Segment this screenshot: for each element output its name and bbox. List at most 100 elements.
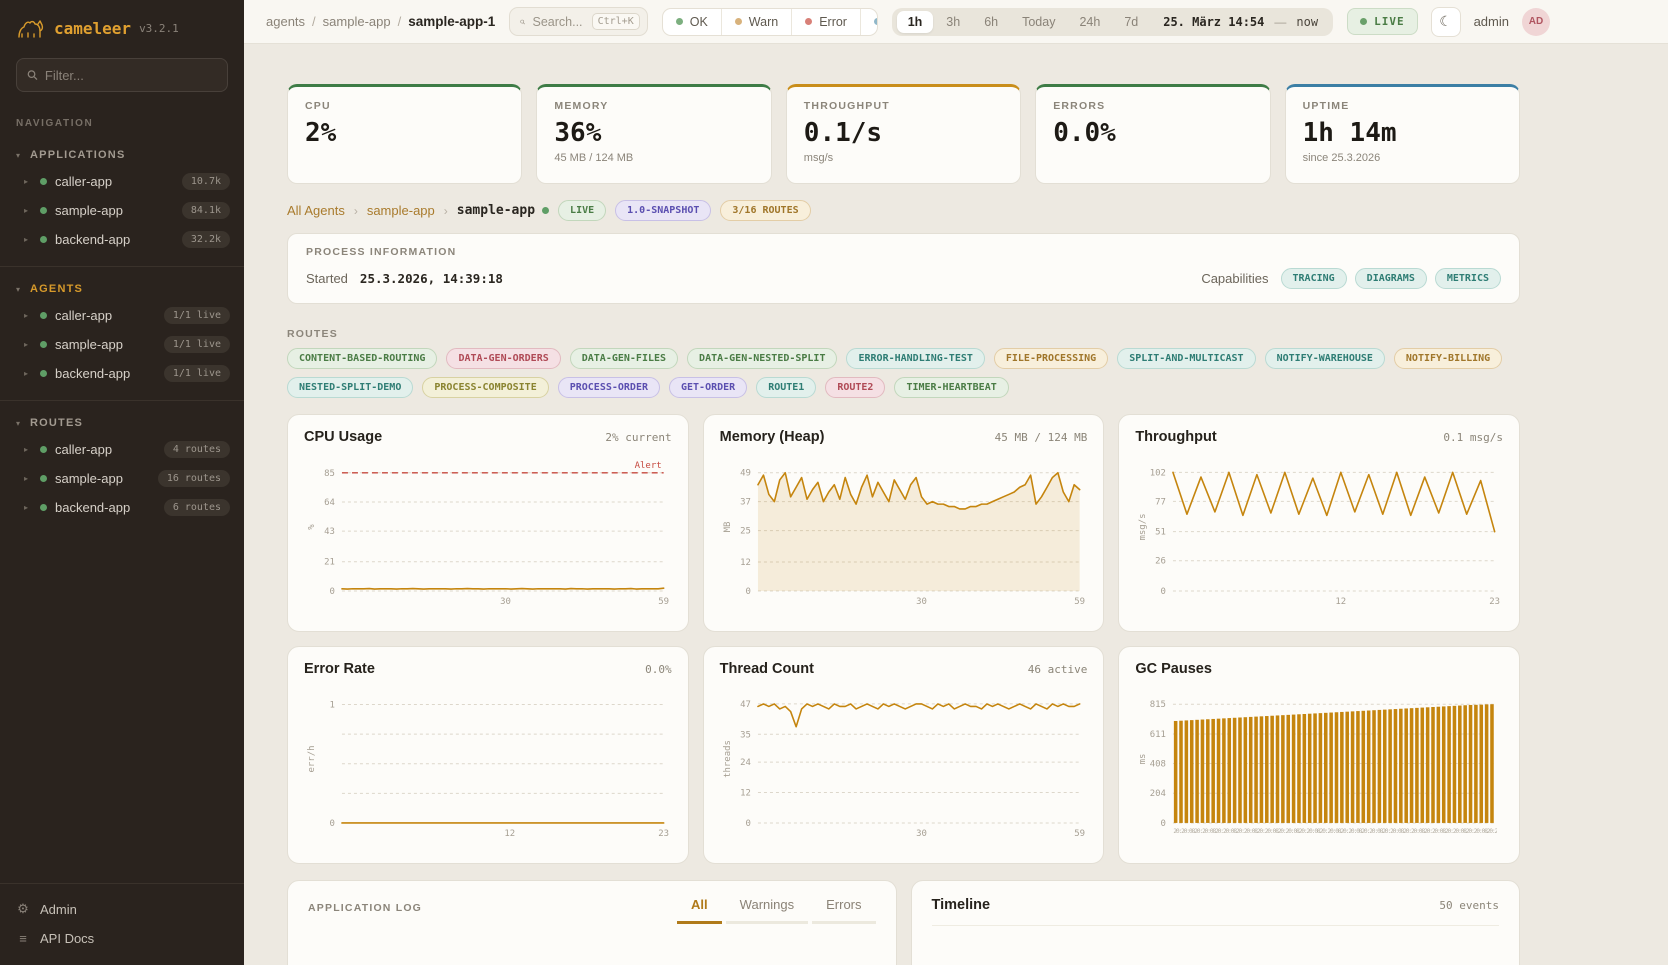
chevron-right-icon: ▸ [24,206,32,215]
brand-version: v3.2.1 [139,22,179,35]
agent-link-all-agents[interactable]: All Agents [287,203,345,218]
sidebar-section-header-routes[interactable]: ▾ROUTES [0,411,244,435]
route-badge-data-gen-orders[interactable]: DATA-GEN-ORDERS [446,348,560,369]
global-search[interactable]: Ctrl+K [509,7,647,36]
breadcrumb-agents[interactable]: agents [266,14,305,29]
chevron-right-icon: ▸ [24,474,32,483]
sidebar-section-header-applications[interactable]: ▾APPLICATIONS [0,143,244,167]
breadcrumb-sample-app[interactable]: sample-app [323,14,391,29]
status-dot [40,475,47,482]
status-dot [735,18,742,25]
status-filter-running[interactable]: Running [860,9,878,35]
sidebar-item-sample-app[interactable]: ▸sample-app84.1k [0,196,244,225]
stat-sub: msg/s [804,152,1003,164]
avatar[interactable]: AD [1522,8,1550,36]
status-filter-label: Warn [749,15,778,29]
log-tab-warnings[interactable]: Warnings [726,897,808,924]
route-badge-notify-billing[interactable]: NOTIFY-BILLING [1394,348,1502,369]
svg-text:30: 30 [500,597,511,607]
sidebar-item-caller-app[interactable]: ▸caller-app4 routes [0,435,244,464]
chart-plot: 8156114082040ms20:20:0820:20:0820:20:082… [1135,685,1503,839]
status-dot [874,18,878,25]
svg-text:Alert: Alert [635,461,662,471]
time-range-6h[interactable]: 6h [973,11,1009,33]
route-badge-get-order[interactable]: GET-ORDER [669,377,747,398]
chart-card-error-rate: Error Rate0.0%10err/h1223 [287,646,689,864]
chart-header: Memory (Heap)45 MB / 124 MB [720,429,1088,445]
chart-cpu-usage: 856443210%Alert3059 [304,453,672,607]
status-dot [40,236,47,243]
sidebar-footer-admin[interactable]: ⚙Admin [0,894,244,924]
sidebar-filter[interactable] [16,58,228,92]
route-badge-error-handling-test[interactable]: ERROR-HANDLING-TEST [846,348,984,369]
sidebar-item-label: caller-app [55,174,174,189]
capabilities: Capabilities TRACINGDIAGRAMSMETRICS [1201,268,1501,289]
stat-label: CPU [305,100,504,112]
chart-meta: 0.0% [645,663,672,676]
svg-text:12: 12 [740,789,751,799]
sidebar-item-backend-app[interactable]: ▸backend-app32.2k [0,225,244,254]
sidebar-section-header-agents[interactable]: ▾AGENTS [0,277,244,301]
log-tab-errors[interactable]: Errors [812,897,875,924]
time-range-1h[interactable]: 1h [897,11,934,33]
sidebar-item-label: caller-app [55,442,156,457]
status-filter-label: Error [819,15,847,29]
sidebar-item-sample-app[interactable]: ▸sample-app1/1 live [0,330,244,359]
time-range-today[interactable]: Today [1011,11,1066,33]
filter-input[interactable] [45,68,217,83]
chart-error-rate: 10err/h1223 [304,685,672,839]
svg-text:25: 25 [740,527,751,537]
sidebar-item-badge: 1/1 live [164,336,230,353]
sidebar-footer-api-docs[interactable]: ≡API Docs [0,924,244,953]
route-badge-notify-warehouse[interactable]: NOTIFY-WAREHOUSE [1265,348,1385,369]
chart-header: Thread Count46 active [720,661,1088,677]
agent-link-sample-app[interactable]: sample-app [367,203,435,218]
status-dot [40,446,47,453]
sidebar-sections: ▾APPLICATIONS▸caller-app10.7k▸sample-app… [0,133,244,883]
route-badge-process-composite[interactable]: PROCESS-COMPOSITE [422,377,548,398]
chart-title: Memory (Heap) [720,429,825,445]
application-log-title: APPLICATION LOG [308,902,422,924]
agent-current: sample-app [457,203,549,218]
log-tab-all[interactable]: All [677,897,722,924]
svg-text:0: 0 [1161,587,1166,597]
sidebar-item-badge: 16 routes [158,470,230,487]
time-range-date: 25. März 14:54 [1151,15,1272,29]
status-filter-error[interactable]: Error [791,9,860,35]
route-badge-content-based-routing[interactable]: CONTENT-BASED-ROUTING [287,348,437,369]
route-badge-data-gen-files[interactable]: DATA-GEN-FILES [570,348,678,369]
time-range-7d[interactable]: 7d [1113,11,1149,33]
stat-label: MEMORY [554,100,753,112]
sidebar-item-caller-app[interactable]: ▸caller-app10.7k [0,167,244,196]
status-filter-ok[interactable]: OK [663,9,721,35]
breadcrumb-separator: / [398,14,402,29]
chart-title: GC Pauses [1135,661,1212,677]
live-toggle[interactable]: LIVE [1347,8,1418,35]
sidebar-item-backend-app[interactable]: ▸backend-app1/1 live [0,359,244,388]
stat-value: 0.1/s [804,118,1003,148]
sidebar-section-routes: ▾ROUTES▸caller-app4 routes▸sample-app16 … [0,400,244,534]
route-badge-split-and-multicast[interactable]: SPLIT-AND-MULTICAST [1117,348,1255,369]
route-badge-process-order[interactable]: PROCESS-ORDER [558,377,660,398]
route-badge-file-processing[interactable]: FILE-PROCESSING [994,348,1108,369]
route-badge-nested-split-demo[interactable]: NESTED-SPLIT-DEMO [287,377,413,398]
sidebar-item-caller-app[interactable]: ▸caller-app1/1 live [0,301,244,330]
application-log-card: APPLICATION LOG AllWarningsErrors [287,880,897,965]
status-filter-warn[interactable]: Warn [721,9,791,35]
svg-text:12: 12 [740,558,751,568]
sidebar-footer-label: API Docs [40,931,94,946]
route-badge-route2[interactable]: ROUTE2 [825,377,885,398]
route-badge-route1[interactable]: ROUTE1 [756,377,816,398]
chart-plot: 1027751260msg/s1223 [1135,453,1503,607]
process-info-card: PROCESS INFORMATION Started 25.3.2026, 1… [287,233,1520,304]
chart-plot: 493725120MB3059 [720,453,1088,607]
theme-toggle-button[interactable]: ☾ [1431,7,1461,37]
search-input[interactable] [533,15,585,29]
route-badge-timer-heartbeat[interactable]: TIMER-HEARTBEAT [894,377,1008,398]
stat-card-uptime: UPTIME1h 14msince 25.3.2026 [1285,84,1520,184]
sidebar-item-sample-app[interactable]: ▸sample-app16 routes [0,464,244,493]
route-badge-data-gen-nested-split[interactable]: DATA-GEN-NESTED-SPLIT [687,348,837,369]
time-range-24h[interactable]: 24h [1068,11,1111,33]
time-range-3h[interactable]: 3h [935,11,971,33]
sidebar-item-backend-app[interactable]: ▸backend-app6 routes [0,493,244,522]
